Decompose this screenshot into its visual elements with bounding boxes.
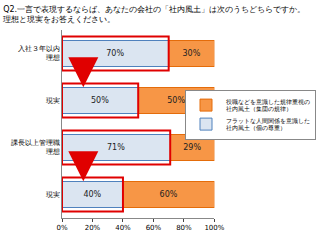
svg-text:50%: 50% [91,96,109,105]
svg-text:現実: 現実 [46,191,60,199]
svg-text:60%: 60% [146,224,162,232]
svg-text:入社３年以内理想: 入社３年以内理想 [18,45,60,62]
svg-text:20%: 20% [85,224,101,232]
svg-text:課長以上管理職理想: 課長以上管理職理想 [11,139,60,156]
svg-text:Q2.一言で表現するならば、あなたの会社の「社内風土」は次の: Q2.一言で表現するならば、あなたの会社の「社内風土」は次のうちどちらですか。理… [3,5,305,24]
svg-text:フラットな人間関係を意識した社内風土（個の尊重）: フラットな人間関係を意識した社内風土（個の尊重） [226,117,310,133]
svg-text:60%: 60% [160,190,178,199]
svg-text:80%: 80% [176,224,192,232]
svg-text:70%: 70% [106,49,124,58]
svg-text:0%: 0% [56,224,67,232]
svg-text:30%: 30% [182,49,200,58]
svg-text:現実: 現実 [46,97,60,105]
svg-text:40%: 40% [83,190,101,199]
svg-text:71%: 71% [107,143,125,152]
svg-text:50%: 50% [167,96,185,105]
svg-text:40%: 40% [115,224,131,232]
svg-text:100%: 100% [204,224,224,232]
svg-text:役職などを意識した規律重視の社内風土（集団の規律）: 役職などを意識した規律重視の社内風土（集団の規律） [226,98,310,114]
svg-text:29%: 29% [183,143,201,152]
